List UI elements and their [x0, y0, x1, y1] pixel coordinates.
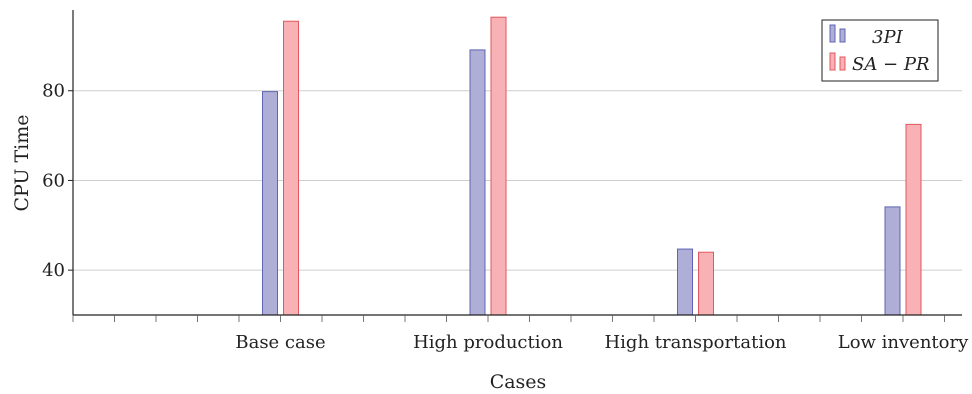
legend-label-3pi: 3PI	[872, 27, 904, 48]
grid-lines	[73, 90, 962, 271]
y-tick-label: 80	[42, 81, 65, 102]
x-minor-ticks	[72, 315, 945, 322]
y-tick-label: 60	[42, 170, 65, 191]
x-category-label: High transportation	[604, 332, 786, 353]
legend-swatch-3pi-a	[829, 24, 836, 43]
legend-label-sa-pr: SA − PR	[852, 54, 930, 75]
bar-3pi-0	[262, 91, 278, 316]
x-category-label: High production	[413, 332, 563, 353]
legend-swatch-sapr-a	[829, 52, 836, 71]
bar-sa-pr-3	[905, 123, 922, 316]
x-category-label: Low inventory	[838, 332, 969, 353]
x-category-label: Base case	[235, 332, 325, 353]
y-axis-label: CPU Time	[11, 114, 33, 211]
legend-swatch-sapr-b	[839, 56, 846, 71]
bar-3pi-2	[677, 248, 693, 316]
bar-sa-pr-1	[490, 16, 507, 316]
bars	[262, 16, 922, 316]
legend-swatch-3pi-b	[839, 28, 846, 43]
bar-3pi-1	[469, 49, 486, 316]
x-category-labels: Base case High production High transportat…	[235, 332, 969, 353]
bar-3pi-3	[884, 206, 901, 316]
y-tick-label: 40	[42, 260, 65, 281]
y-ticks: 40 60 80	[42, 81, 73, 281]
axes	[72, 10, 962, 316]
bar-sa-pr-0	[283, 20, 299, 316]
legend: 3PI SA − PR	[821, 19, 939, 82]
bar-sa-pr-2	[698, 251, 714, 316]
x-axis-label: Cases	[490, 371, 547, 393]
